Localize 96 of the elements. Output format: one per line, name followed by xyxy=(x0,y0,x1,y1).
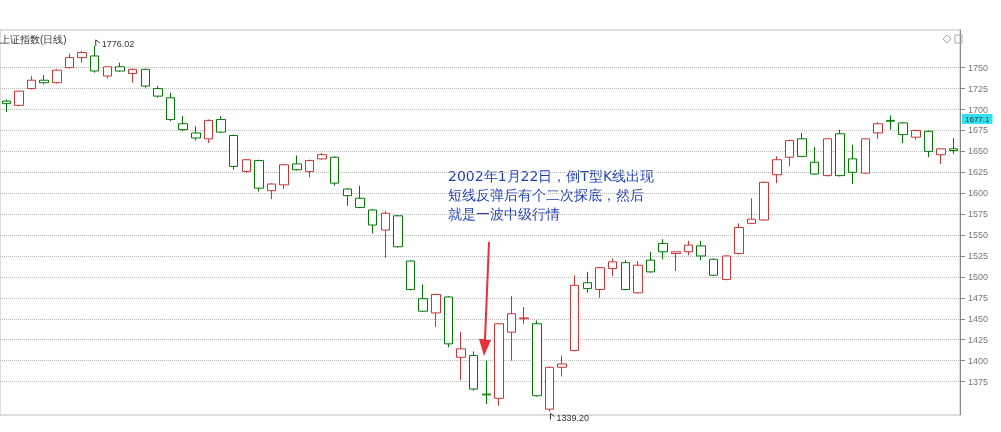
y-tick-label: 1725 xyxy=(968,83,989,94)
y-tick-label: 1600 xyxy=(968,188,989,199)
candlestick xyxy=(431,293,441,328)
y-tick-label: 1550 xyxy=(968,230,989,241)
candlestick xyxy=(27,75,36,90)
annotation: 1339.20 xyxy=(556,412,590,423)
candlestick xyxy=(595,266,605,299)
candlestick xyxy=(103,66,112,80)
text: 1677.1 xyxy=(965,114,991,124)
candlestick xyxy=(482,360,491,405)
candlestick xyxy=(406,259,415,291)
y-tick-label: 1625 xyxy=(968,167,989,178)
candlestick xyxy=(696,240,706,261)
candlestick xyxy=(279,163,289,190)
candlestick xyxy=(254,159,264,193)
candlestick xyxy=(873,121,883,140)
candlestick xyxy=(456,331,466,381)
candlestick xyxy=(368,208,377,234)
candlestick xyxy=(216,115,226,134)
candlestick xyxy=(330,155,339,187)
annotation: 1776.02 xyxy=(101,39,135,50)
y-tick-label: 1400 xyxy=(968,355,989,366)
candlestick xyxy=(153,85,163,99)
y-tick-label: 1475 xyxy=(968,292,989,303)
candlestick xyxy=(65,52,74,69)
candlestick xyxy=(494,322,504,407)
y-tick-label: 1525 xyxy=(968,250,989,261)
chart-title: 上证指数(日线) xyxy=(0,33,67,45)
candlestick xyxy=(469,350,478,392)
candlestick xyxy=(709,257,718,277)
candlestick xyxy=(444,295,453,348)
candlestick xyxy=(2,98,11,113)
candlestick xyxy=(583,271,592,294)
candlestick xyxy=(115,62,125,73)
candlestick xyxy=(734,222,744,255)
candlestick xyxy=(861,138,870,175)
candlestick xyxy=(759,180,769,222)
candlestick xyxy=(936,148,946,165)
candlestick xyxy=(393,214,403,249)
candlestick xyxy=(545,365,554,412)
candlestick xyxy=(810,146,819,176)
candlestick xyxy=(355,185,365,209)
y-tick-label: 1450 xyxy=(968,313,989,324)
candlestick xyxy=(292,155,302,172)
y-tick-label: 1425 xyxy=(968,334,989,345)
candlestick xyxy=(381,210,390,259)
candlestick xyxy=(532,319,542,398)
candlestick xyxy=(317,152,327,161)
candlestick xyxy=(90,45,99,74)
y-tick-label: 1750 xyxy=(968,62,989,73)
candlestick xyxy=(658,238,668,260)
candlestick xyxy=(141,68,150,89)
candlestick xyxy=(646,251,655,274)
candlestick xyxy=(886,114,895,131)
y-tick-label: 1575 xyxy=(968,209,989,220)
candlestick xyxy=(166,92,175,122)
candlestick xyxy=(507,295,516,362)
candlestick xyxy=(14,90,24,107)
candlestick xyxy=(621,259,630,291)
candlestick xyxy=(229,134,238,171)
candlestick xyxy=(949,137,958,155)
candlestick xyxy=(128,68,137,84)
candlestick xyxy=(570,274,579,352)
candlestick xyxy=(608,257,617,277)
candlestick xyxy=(39,74,49,85)
candlestick xyxy=(823,138,832,177)
candlestick xyxy=(191,125,201,141)
candlestick xyxy=(242,158,251,174)
candlestick xyxy=(898,121,908,144)
candlestick xyxy=(343,187,352,207)
y-tick-label: 1375 xyxy=(968,376,989,387)
y-tick-label: 1500 xyxy=(968,271,989,282)
candlestick xyxy=(418,283,428,313)
candlestick xyxy=(722,254,731,281)
candlestick xyxy=(52,68,62,85)
candlestick xyxy=(911,129,921,141)
candlestick xyxy=(204,119,213,144)
candlestick xyxy=(797,132,807,158)
candlestick xyxy=(519,306,529,325)
y-tick-label: 1700 xyxy=(968,104,989,115)
candlestick xyxy=(557,355,567,377)
candlestick xyxy=(747,197,756,225)
candlestick xyxy=(77,50,87,64)
candlestick xyxy=(684,240,693,256)
candlestick xyxy=(785,139,794,167)
candlestick xyxy=(835,129,845,177)
candlestick xyxy=(267,182,276,200)
candlestick xyxy=(671,251,681,272)
candlestick xyxy=(178,115,188,132)
candlestick xyxy=(633,260,643,295)
y-tick-label: 1675 xyxy=(968,125,989,136)
candlestick xyxy=(848,144,857,185)
y-tick-label: 1650 xyxy=(968,146,989,157)
candlestick xyxy=(305,159,314,178)
candlestick xyxy=(772,155,782,184)
candlestick xyxy=(924,129,933,158)
